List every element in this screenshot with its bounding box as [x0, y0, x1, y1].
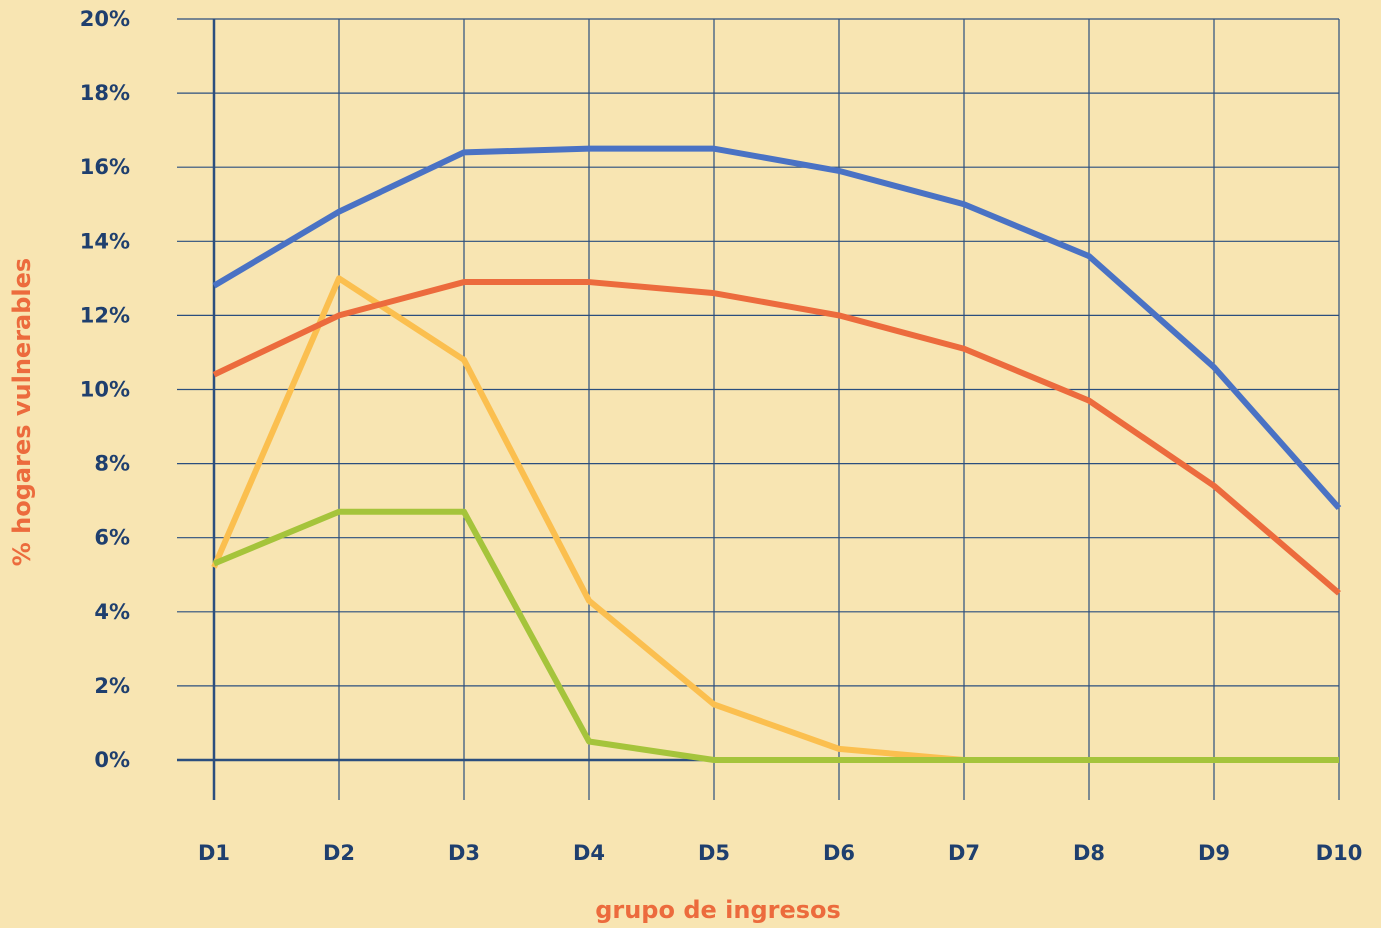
- x-tick-label: D3: [448, 841, 480, 865]
- x-tick-label: D6: [823, 841, 855, 865]
- y-axis-ticks: 0% 2% 4% 6% 8% 10% 12% 14% 16% 18% 20%: [80, 7, 130, 772]
- x-tick-label: D1: [198, 841, 230, 865]
- x-axis-ticks: D1 D2 D3 D4 D5 D6 D7 D8 D9 D10: [198, 841, 1362, 865]
- x-tick-label: D2: [323, 841, 355, 865]
- y-tick-label: 14%: [80, 229, 130, 253]
- y-tick-label: 8%: [94, 452, 130, 476]
- x-tick-label: D10: [1316, 841, 1363, 865]
- x-tick-label: D5: [698, 841, 730, 865]
- x-tick-label: D9: [1198, 841, 1230, 865]
- x-tick-label: D8: [1073, 841, 1105, 865]
- x-tick-label: D7: [948, 841, 980, 865]
- y-tick-label: 16%: [80, 155, 130, 179]
- grid: [177, 18, 1340, 800]
- series-line-1: [212, 145, 1342, 511]
- y-axis-title: % hogares vulnerables: [8, 258, 36, 566]
- y-tick-label: 6%: [94, 526, 130, 550]
- y-tick-label: 10%: [80, 378, 130, 402]
- series-lines: [211, 145, 1342, 763]
- series-line-2: [212, 279, 1341, 596]
- series-line-3: [211, 275, 1339, 763]
- series-line-4: [212, 508, 1339, 763]
- y-tick-label: 2%: [94, 674, 130, 698]
- y-tick-label: 18%: [80, 81, 130, 105]
- y-tick-label: 20%: [80, 7, 130, 31]
- y-tick-label: 12%: [80, 303, 130, 327]
- y-tick-label: 4%: [94, 600, 130, 624]
- x-tick-label: D4: [573, 841, 605, 865]
- y-tick-label: 0%: [94, 748, 130, 772]
- x-axis-title: grupo de ingresos: [595, 896, 841, 924]
